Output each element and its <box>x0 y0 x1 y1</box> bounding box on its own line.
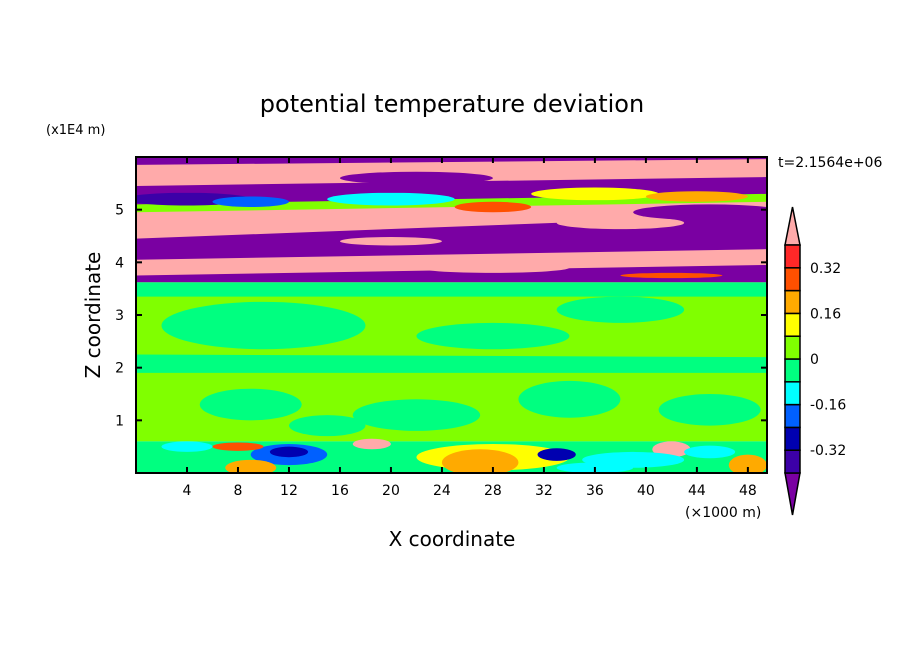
y-tick-label: 3 <box>115 308 124 324</box>
colorbar-label: 0.16 <box>810 306 841 322</box>
contour-patch <box>212 442 264 451</box>
contour-patch <box>556 296 685 323</box>
colorbar-swatch <box>784 426 801 451</box>
x-tick-label: 24 <box>433 483 451 499</box>
contour-patch <box>352 399 481 431</box>
contour-patch <box>441 449 519 473</box>
colorbar-swatch <box>784 403 801 429</box>
colorbar-swatch <box>784 244 801 269</box>
colorbar-swatch <box>784 358 801 383</box>
contour-patch <box>339 171 493 185</box>
contour-patch <box>199 388 302 421</box>
x-tick-label: 40 <box>637 483 655 499</box>
x-tick-label: 44 <box>688 483 706 499</box>
x-tick-label: 16 <box>331 483 349 499</box>
x-tick-label: 28 <box>484 483 502 499</box>
contour-patch <box>658 394 761 426</box>
contour-patch <box>684 445 736 459</box>
contour-patch <box>556 216 685 230</box>
contour-patch <box>454 201 532 213</box>
colorbar-label: -0.16 <box>810 398 846 414</box>
contour-patch <box>652 441 691 458</box>
x-tick-label: 32 <box>535 483 553 499</box>
contour-patch <box>352 438 391 450</box>
x-tick-label: 4 <box>183 483 192 499</box>
colorbar-label: 0.32 <box>810 261 841 277</box>
colorbar-swatch <box>784 312 801 337</box>
x-tick-label: 8 <box>234 483 243 499</box>
band-pink-band-mid <box>136 201 767 239</box>
y-tick-label: 2 <box>115 361 124 377</box>
contour-patch <box>531 187 659 201</box>
colorbar-swatch <box>784 289 801 315</box>
colorbar-max-arrow <box>784 206 801 246</box>
contour-patch <box>212 196 289 208</box>
colorbar-label: -0.32 <box>810 443 846 459</box>
contour-patch <box>339 237 442 246</box>
colorbar-label: 0 <box>810 352 819 368</box>
contour-patch <box>269 446 309 458</box>
contour-patch <box>288 415 366 437</box>
contour-patch <box>161 301 366 350</box>
chart-title: potential temperature deviation <box>260 90 644 118</box>
colorbar-min-arrow <box>784 472 801 516</box>
band-middle-lower-strip <box>136 354 767 373</box>
y-axis-label: Z coordinate <box>81 252 105 379</box>
contour-patch <box>645 191 748 202</box>
x-tick-label: 48 <box>739 483 757 499</box>
colorbar: 0.32 0.16 0 -0.16 -0.32 <box>784 206 846 516</box>
band-middle-top-strip <box>136 282 767 297</box>
colorbar-swatch <box>784 267 801 292</box>
contour-patch <box>620 272 723 279</box>
x-tick-label: 20 <box>382 483 400 499</box>
x-axis-label: X coordinate <box>389 527 516 551</box>
contour-patch <box>327 192 455 206</box>
contour-patch <box>161 441 213 452</box>
contour-patch <box>416 262 570 273</box>
time-label: t=2.1564e+06 <box>778 155 882 171</box>
band-pink-band-low <box>136 249 767 276</box>
colorbar-swatch <box>784 335 801 360</box>
colorbar-swatch <box>784 449 801 474</box>
contour-patch <box>633 204 767 221</box>
x-tick-label: 36 <box>586 483 604 499</box>
contour-patch <box>518 380 621 418</box>
contour-patch <box>537 448 576 461</box>
contour-field <box>136 157 767 473</box>
y-unit-label: (x1E4 m) <box>46 123 105 138</box>
contour-patch <box>728 454 767 473</box>
y-tick-label: 5 <box>115 203 124 219</box>
colorbar-swatch <box>784 381 801 406</box>
x-tick-label: 12 <box>280 483 298 499</box>
contour-patch <box>416 322 570 350</box>
y-tick-label: 1 <box>115 413 124 429</box>
y-tick-label: 4 <box>115 255 124 271</box>
x-unit-label: (×1000 m) <box>685 505 761 521</box>
